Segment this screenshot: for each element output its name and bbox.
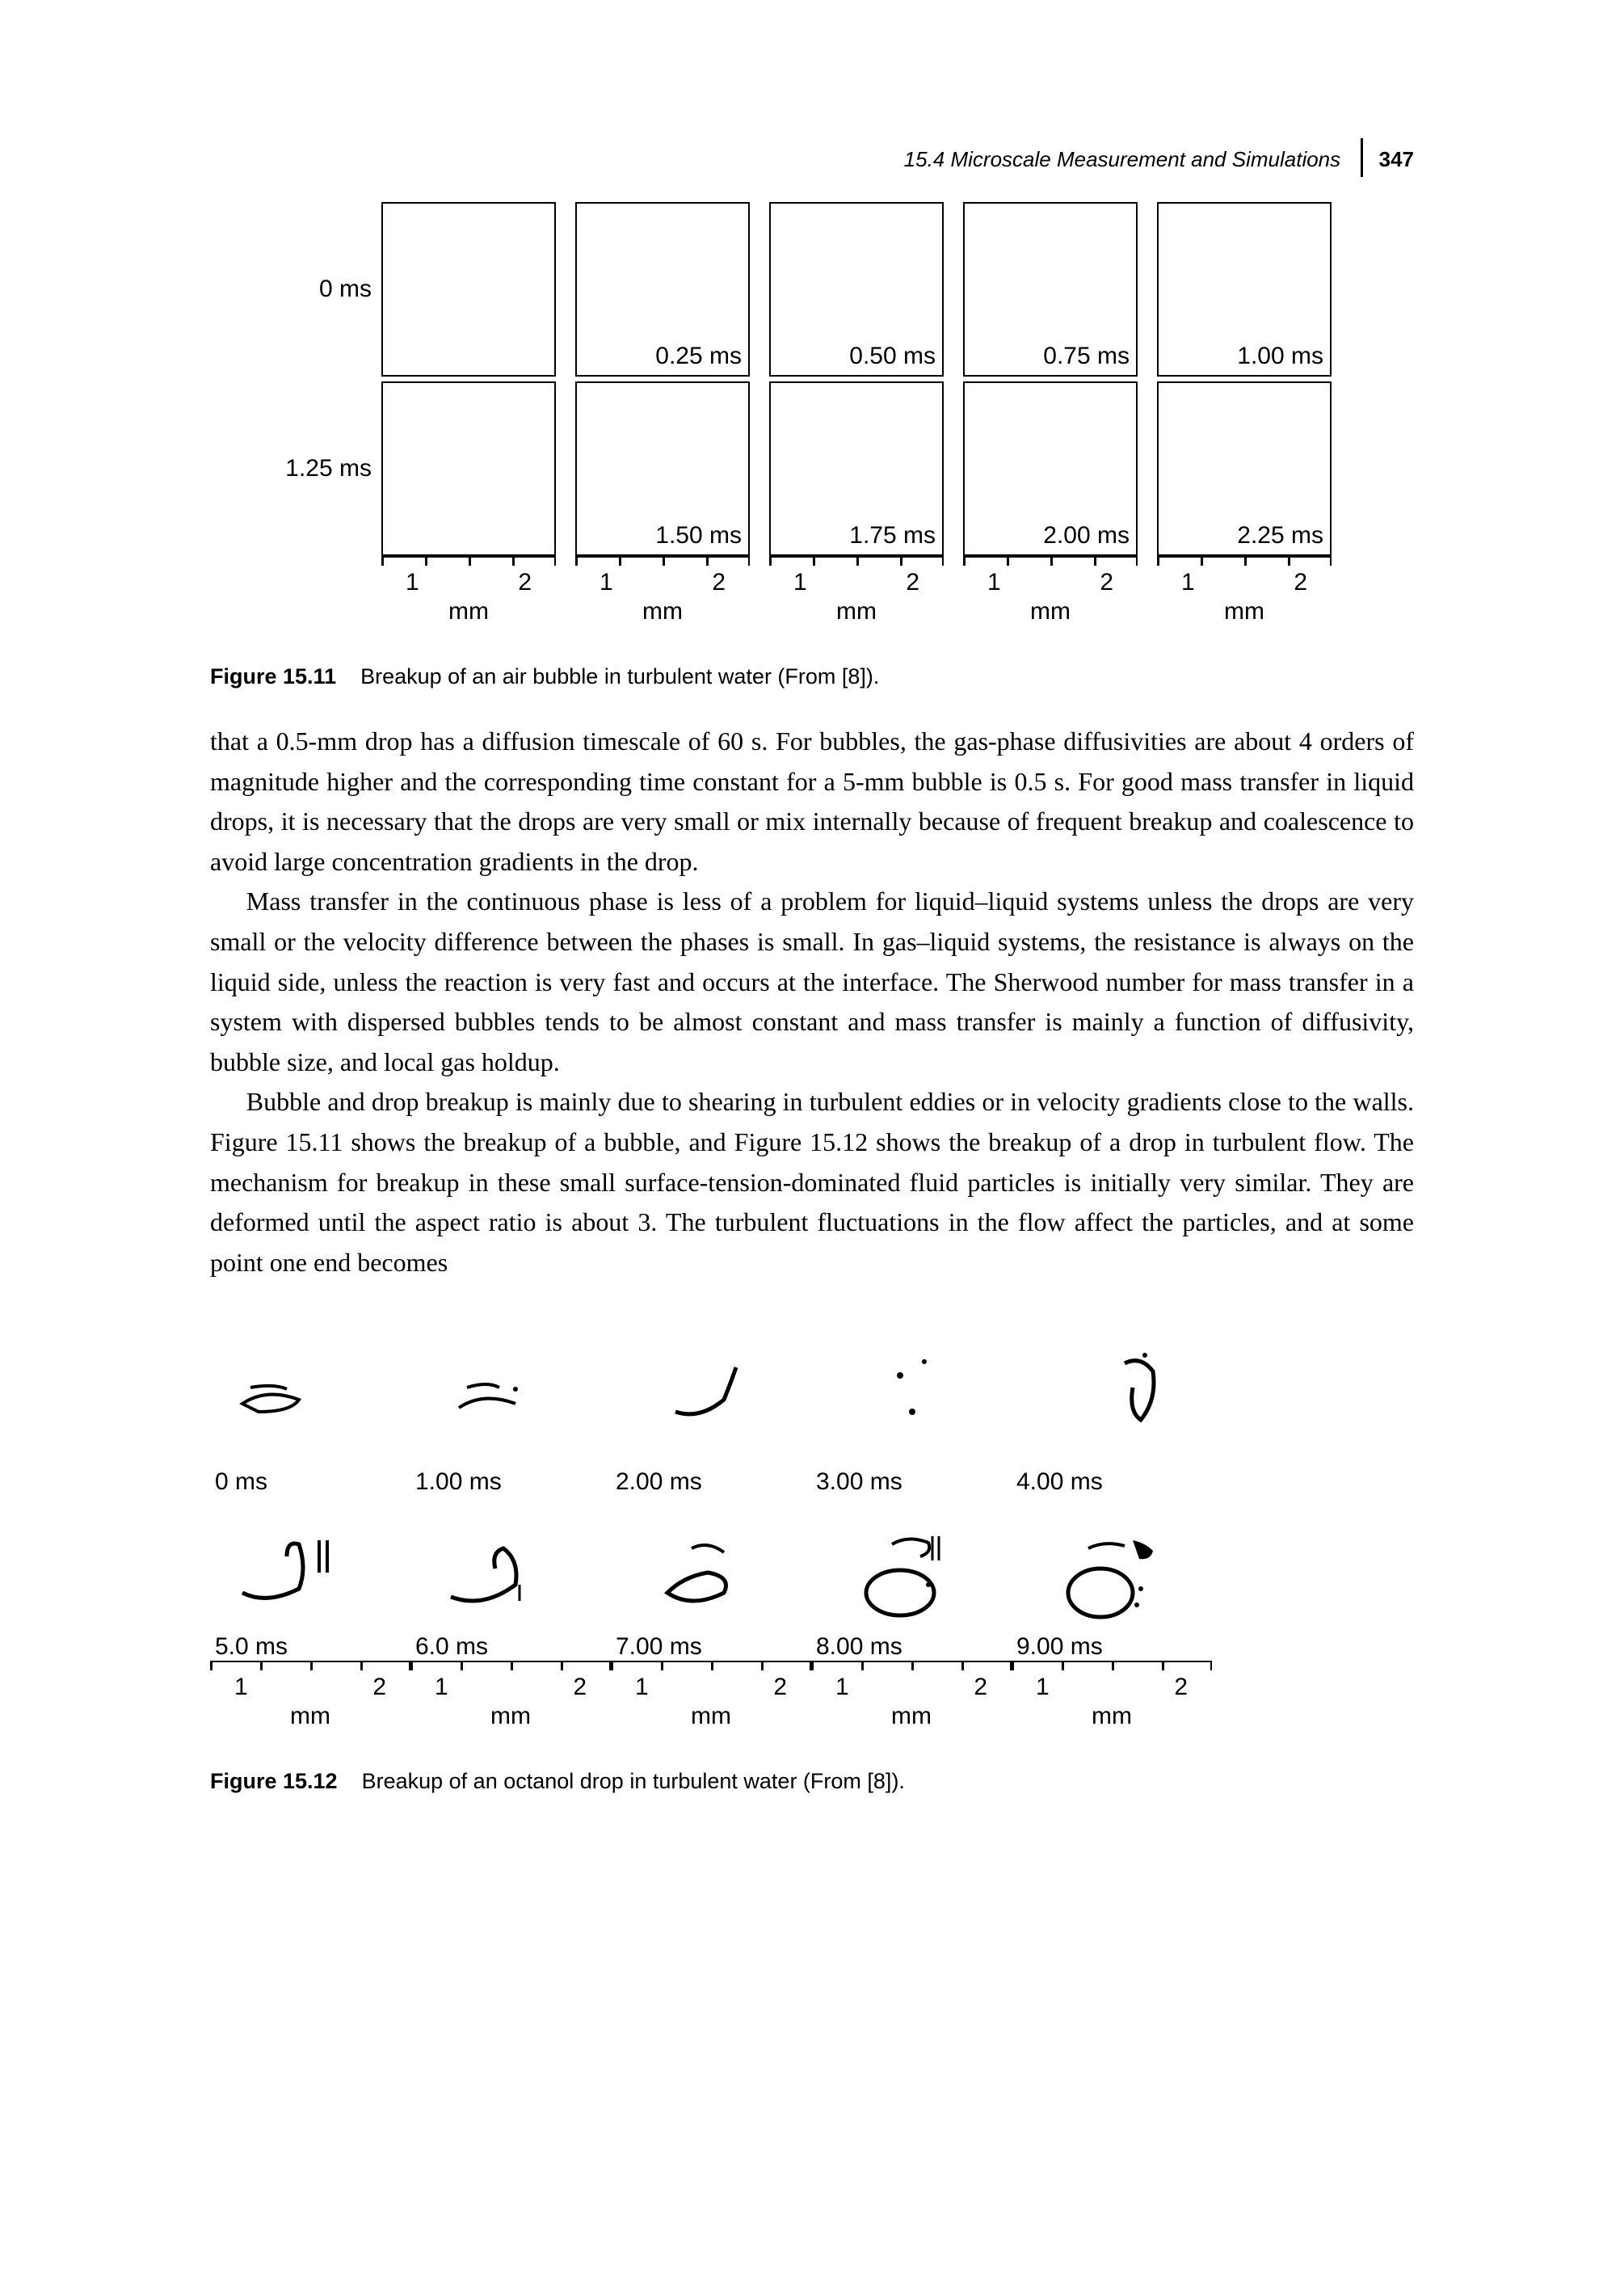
time-label: 4.00 ms (1012, 1468, 1212, 1496)
figure11-panel-0.50ms: 0.50 ms (769, 202, 944, 377)
panel-label: 1.00 ms (1237, 343, 1323, 370)
axis-block: 1 2 mm (381, 556, 556, 625)
figure12-cell-6ms (410, 1496, 611, 1633)
axis-block: 12 mm (1157, 556, 1332, 625)
figure11-panel-1.25ms (381, 381, 556, 556)
section-title: 15.4 Microscale Measurement and Simulati… (904, 147, 1340, 171)
drop-shape-icon (410, 1331, 611, 1468)
drop-shape-icon (1012, 1496, 1212, 1633)
figure12-row-1 (210, 1331, 1414, 1468)
running-header: 15.4 Microscale Measurement and Simulati… (904, 141, 1414, 180)
figure12-row-2 (210, 1496, 1414, 1633)
figure11-r2-left-label: 1.25 ms (234, 455, 381, 482)
panel-label: 1.75 ms (849, 522, 936, 550)
body-text: that a 0.5-mm drop has a diffusion times… (210, 722, 1414, 1282)
figure11-panel-2.25ms: 2.25 ms (1157, 381, 1332, 556)
figure-15-11-caption: Figure 15.11 Breakup of an air bubble in… (210, 664, 1414, 689)
axis-rule (381, 556, 556, 567)
axis-block: 12 mm (575, 556, 750, 625)
paragraph-2: Mass transfer in the continuous phase is… (210, 882, 1414, 1082)
page-number: 347 (1379, 147, 1414, 171)
figure11-row-2: 1.25 ms 1.50 ms 1.75 ms 2.00 ms 2.25 ms (234, 381, 1414, 556)
figure-15-12-caption: Figure 15.12 Breakup of an octanol drop … (210, 1769, 1414, 1794)
figure11-panel-0.25ms: 0.25 ms (575, 202, 750, 377)
figure11-panel-1.00ms: 1.00 ms (1157, 202, 1332, 377)
figure11-r2c0: 1.25 ms (234, 381, 556, 556)
time-label: 5.0 ms (210, 1633, 410, 1661)
panel-label: 1.50 ms (655, 522, 742, 550)
figure11-panel-2.00ms: 2.00 ms (963, 381, 1138, 556)
figure11-axis-row: 1 2 mm 12 mm 12 mm 12 mm (381, 556, 1414, 625)
header-divider (1361, 138, 1363, 177)
figure12-cell-0ms (210, 1331, 410, 1468)
time-label: 1.00 ms (410, 1468, 611, 1496)
axis-block: 12 mm (811, 1661, 1012, 1730)
figure12-cell-4ms (1012, 1331, 1212, 1468)
figure11-panel-0ms (381, 202, 556, 377)
panel-label: 0.75 ms (1043, 343, 1130, 370)
time-label: 9.00 ms (1012, 1633, 1212, 1661)
time-label: 2.00 ms (611, 1468, 811, 1496)
figure12-axis-row: 12 mm 12 mm 12 mm 12 mm 12 mm (210, 1661, 1414, 1730)
page: 15.4 Microscale Measurement and Simulati… (0, 0, 1624, 2291)
time-label: 6.0 ms (410, 1633, 611, 1661)
figure12-cell-8ms (811, 1496, 1012, 1633)
figure12-labels-row-2: 5.0 ms 6.0 ms 7.00 ms 8.00 ms 9.00 ms (210, 1633, 1414, 1661)
time-label: 7.00 ms (611, 1633, 811, 1661)
figure-number: Figure 15.11 (210, 664, 336, 689)
figure12-cell-9ms (1012, 1496, 1212, 1633)
axis-block: 12 mm (963, 556, 1138, 625)
drop-shape-icon (611, 1331, 811, 1468)
figure11-panel-1.75ms: 1.75 ms (769, 381, 944, 556)
time-label: 0 ms (210, 1468, 410, 1496)
time-label: 8.00 ms (811, 1633, 1012, 1661)
figure-number: Figure 15.12 (210, 1769, 338, 1793)
figure12-cell-1ms (410, 1331, 611, 1468)
axis-block: 12 mm (210, 1661, 410, 1730)
figure-15-12: 0 ms 1.00 ms 2.00 ms 3.00 ms 4.00 ms (210, 1331, 1414, 1730)
panel-label: 2.00 ms (1043, 522, 1130, 550)
figure11-r1-left-label: 0 ms (234, 276, 381, 303)
paragraph-1: that a 0.5-mm drop has a diffusion times… (210, 722, 1414, 882)
figure12-labels-row-1: 0 ms 1.00 ms 2.00 ms 3.00 ms 4.00 ms (210, 1468, 1414, 1496)
figure12-cell-3ms (811, 1331, 1012, 1468)
axis-block: 12 mm (410, 1661, 611, 1730)
axis-block: 12 mm (769, 556, 944, 625)
drop-shape-icon (811, 1331, 1012, 1468)
panel-label: 2.25 ms (1237, 522, 1323, 550)
figure-caption-text: Breakup of an air bubble in turbulent wa… (360, 664, 879, 689)
figure12-cell-5ms (210, 1496, 410, 1633)
drop-shape-icon (410, 1496, 611, 1633)
figure-caption-text: Breakup of an octanol drop in turbulent … (362, 1769, 905, 1793)
axis-ticks: 1 2 (381, 569, 556, 596)
paragraph-3: Bubble and drop breakup is mainly due to… (210, 1082, 1414, 1282)
panel-label: 0.25 ms (655, 343, 742, 370)
figure12-cell-7ms (611, 1496, 811, 1633)
axis-unit: mm (381, 598, 556, 625)
figure11-r1c0: 0 ms (234, 202, 556, 377)
panel-label: 0.50 ms (849, 343, 936, 370)
drop-shape-icon (1012, 1331, 1212, 1468)
drop-shape-icon (210, 1331, 410, 1468)
figure-15-11: 0 ms 0.25 ms 0.50 ms 0.75 ms 1.00 ms 1.2… (234, 202, 1414, 625)
figure11-panel-1.50ms: 1.50 ms (575, 381, 750, 556)
figure11-panel-0.75ms: 0.75 ms (963, 202, 1138, 377)
axis-block: 12 mm (1012, 1661, 1212, 1730)
tick-label: 1 (406, 569, 419, 596)
figure12-cell-2ms (611, 1331, 811, 1468)
drop-shape-icon (811, 1496, 1012, 1633)
tick-label: 2 (518, 569, 532, 596)
drop-shape-icon (210, 1496, 410, 1633)
axis-block: 12 mm (611, 1661, 811, 1730)
figure11-row-1: 0 ms 0.25 ms 0.50 ms 0.75 ms 1.00 ms (234, 202, 1414, 377)
time-label: 3.00 ms (811, 1468, 1012, 1496)
drop-shape-icon (611, 1496, 811, 1633)
